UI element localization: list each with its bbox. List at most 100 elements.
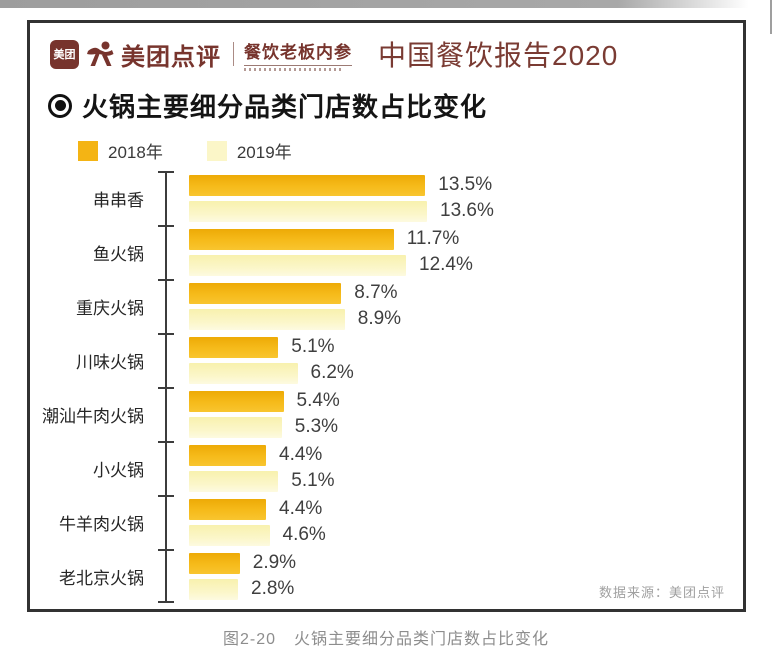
bar-line: 13.6% — [189, 200, 743, 222]
bar-2018年 — [189, 282, 342, 304]
value-label: 5.3% — [294, 416, 339, 437]
axis-tick-segment — [158, 279, 174, 333]
bar-2018年 — [189, 336, 279, 358]
report-title: 中国餐饮报告2020 — [378, 40, 619, 71]
bars-cell: 5.1% 6.2% — [174, 333, 743, 387]
bar-2018年 — [189, 228, 394, 250]
bars-cell: 2.9% 2.8% — [174, 549, 743, 603]
category-label: 老北京火锅 — [59, 568, 144, 588]
bar-2018年 — [189, 174, 426, 196]
bar-2018年 — [189, 498, 266, 520]
axis-tick-segment — [158, 387, 174, 441]
bar-group-row: 重庆火锅 8.7% 8.9% — [30, 279, 743, 333]
dianping-mascot-icon — [87, 41, 114, 66]
bar-group-row: 鱼火锅 11.7% 12.4% — [30, 225, 743, 279]
brand-divider — [233, 42, 234, 66]
value-label: 4.4% — [279, 498, 323, 519]
bar-line: 4.4% — [189, 444, 743, 466]
bar-group-row: 串串香 13.5% 13.6% — [30, 171, 743, 225]
report-card: 美团 美团点评 餐饮老板内参 中国餐饮报告2020 火锅主要细分品类门店数占比变… — [27, 20, 746, 612]
bar-line: 6.2% — [189, 362, 743, 384]
bar-chart: 串串香 13.5% 13.6% 鱼火锅 11.7% 12.4% 重庆火锅 8.7% 8.9% 川味… — [30, 171, 743, 603]
figure-caption-text: 火锅主要细分品类门店数占比变化 — [294, 631, 550, 648]
bar-2019年 — [189, 416, 282, 438]
category-label: 小火锅 — [93, 460, 144, 480]
value-label: 8.9% — [357, 308, 402, 329]
axis-bottom-tick — [158, 601, 174, 603]
bar-line: 11.7% — [189, 228, 743, 250]
category-label: 串串香 — [93, 190, 144, 210]
bar-group-row: 潮汕牛肉火锅 5.4% 5.3% — [30, 387, 743, 441]
bullseye-icon — [48, 93, 72, 118]
category-label: 重庆火锅 — [76, 298, 144, 318]
legend-swatch-2018 — [78, 140, 98, 161]
partner-tagline — [244, 67, 344, 71]
legend-swatch-2019 — [206, 140, 227, 161]
bar-line: 2.8% — [189, 578, 743, 600]
chart-legend: 2018年 2019年 — [30, 124, 743, 163]
bar-line: 5.1% — [189, 336, 743, 358]
bar-group-row: 老北京火锅 2.9% 2.8% — [30, 549, 743, 603]
category-label: 牛羊肉火锅 — [59, 514, 144, 534]
bar-2018年 — [189, 552, 240, 574]
value-label: 6.2% — [310, 362, 354, 383]
value-label: 13.5% — [438, 174, 493, 195]
legend-label-2019: 2019年 — [236, 143, 292, 162]
value-label: 4.6% — [282, 524, 326, 545]
bars-cell: 5.4% 5.3% — [174, 387, 743, 441]
bar-2019年 — [189, 254, 406, 276]
figure-number: 图2-20 — [222, 631, 276, 648]
bar-group-row: 川味火锅 5.1% 6.2% — [30, 333, 743, 387]
value-label: 12.4% — [419, 254, 473, 275]
bar-line: 2.9% — [189, 552, 743, 574]
axis-tick-segment — [158, 549, 174, 603]
bars-cell: 11.7% 12.4% — [174, 225, 743, 279]
bar-line: 13.5% — [189, 174, 743, 196]
chart-title: 火锅主要细分品类门店数占比变化 — [82, 92, 488, 122]
section-title-row: 火锅主要细分品类门店数占比变化 — [30, 71, 743, 124]
axis-tick-segment — [158, 441, 174, 495]
bar-line: 4.4% — [189, 498, 743, 520]
axis-tick-segment — [158, 225, 174, 279]
axis-tick-segment — [158, 333, 174, 387]
meituan-logo-badge: 美团 — [50, 39, 79, 69]
partner-name: 餐饮老板内参 — [244, 38, 352, 66]
bar-2019年 — [189, 200, 427, 222]
bar-line: 5.1% — [189, 470, 743, 492]
axis-tick-segment — [158, 495, 174, 549]
bar-group-row: 牛羊肉火锅 4.4% 4.6% — [30, 495, 743, 549]
bar-line: 8.7% — [189, 282, 743, 304]
brand-name: 美团点评 — [121, 43, 221, 71]
bar-2018年 — [189, 390, 284, 412]
value-label: 4.4% — [279, 444, 323, 465]
top-gray-strip — [0, 0, 772, 8]
bar-line: 5.3% — [189, 416, 743, 438]
category-label: 川味火锅 — [76, 352, 144, 372]
bar-line: 8.9% — [189, 308, 743, 330]
bar-2019年 — [189, 362, 298, 384]
value-label: 2.9% — [252, 552, 297, 573]
value-label: 13.6% — [440, 200, 494, 221]
data-source-note: 数据来源：美团点评 — [598, 585, 725, 600]
bars-cell: 4.4% 5.1% — [174, 441, 743, 495]
bar-2019年 — [189, 524, 270, 546]
bar-2018年 — [189, 444, 266, 466]
value-label: 5.4% — [296, 390, 340, 411]
right-edge-line — [770, 0, 772, 34]
brand-header: 美团 美团点评 餐饮老板内参 中国餐饮报告2020 — [30, 23, 743, 71]
bar-group-row: 小火锅 4.4% 5.1% — [30, 441, 743, 495]
category-label: 鱼火锅 — [93, 244, 144, 264]
bars-cell: 8.7% 8.9% — [174, 279, 743, 333]
bar-line: 12.4% — [189, 254, 743, 276]
bar-2019年 — [189, 578, 238, 600]
value-label: 5.1% — [291, 336, 335, 357]
bars-cell: 13.5% 13.6% — [174, 171, 743, 225]
bar-2019年 — [189, 308, 345, 330]
axis-tick-segment — [158, 171, 174, 225]
bars-cell: 4.4% 4.6% — [174, 495, 743, 549]
value-label: 11.7% — [406, 228, 460, 249]
bar-line: 4.6% — [189, 524, 743, 546]
value-label: 8.7% — [354, 282, 398, 303]
bar-2019年 — [189, 470, 279, 492]
